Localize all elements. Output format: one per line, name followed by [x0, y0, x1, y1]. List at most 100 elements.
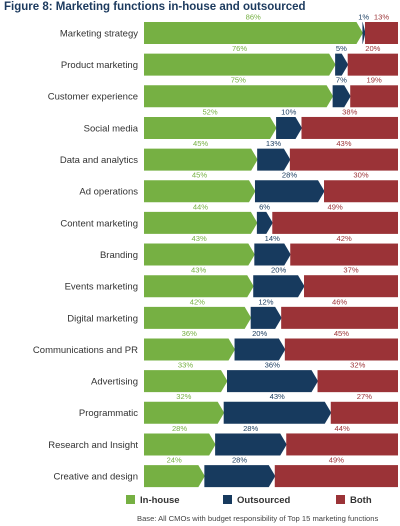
bar-both-data-and-analytics [289, 148, 398, 171]
bar-both-product-marketing [347, 53, 398, 76]
bar-both-ad-operations [324, 180, 398, 203]
bar-in-house-digital-marketing [144, 306, 252, 329]
bar-outsourced-ad-operations [254, 180, 325, 203]
chart-title: Figure 8: Marketing functions in-house a… [4, 1, 306, 13]
value-label-both-marketing-strategy: 13% [374, 12, 389, 21]
category-label-advertising: Advertising [91, 377, 138, 388]
bar-outsourced-advertising [226, 370, 319, 393]
legend-label-in-house: In-house [140, 495, 180, 506]
value-label-in-house-ad-operations: 45% [192, 171, 207, 180]
bar-in-house-creative-and-design [144, 465, 205, 488]
bar-in-house-advertising [144, 370, 228, 393]
value-label-outsourced-programmatic: 43% [270, 392, 285, 401]
bar-outsourced-creative-and-design [204, 465, 276, 488]
bar-in-house-marketing-strategy [144, 22, 363, 44]
value-label-both-communications-and-pr: 45% [334, 329, 349, 338]
value-label-both-programmatic: 27% [357, 392, 372, 401]
value-label-in-house-social-media: 52% [202, 107, 217, 116]
bar-outsourced-programmatic [223, 401, 332, 424]
bar-both-creative-and-design [274, 465, 398, 488]
value-label-both-content-marketing: 49% [328, 202, 343, 211]
value-label-outsourced-content-marketing: 6% [259, 202, 270, 211]
value-label-both-ad-operations: 30% [353, 171, 368, 180]
category-label-marketing-strategy: Marketing strategy [60, 28, 138, 39]
value-label-outsourced-digital-marketing: 12% [258, 297, 273, 306]
value-label-both-product-marketing: 20% [365, 44, 380, 53]
category-label-communications-and-pr: Communications and PR [33, 345, 138, 356]
bar-in-house-communications-and-pr [144, 338, 236, 361]
bar-in-house-research-and-insight [144, 433, 216, 456]
bar-outsourced-product-marketing [335, 53, 349, 76]
legend-label-both: Both [350, 495, 372, 506]
value-label-both-data-and-analytics: 43% [336, 139, 351, 148]
value-label-outsourced-ad-operations: 28% [282, 171, 297, 180]
value-label-both-events-marketing: 37% [343, 266, 358, 275]
category-label-social-media: Social media [84, 123, 139, 134]
value-label-outsourced-marketing-strategy: 1% [358, 12, 369, 21]
bar-in-house-events-marketing [144, 275, 254, 298]
category-label-digital-marketing: Digital marketing [67, 313, 138, 324]
bar-in-house-product-marketing [144, 53, 336, 76]
category-label-data-and-analytics: Data and analytics [60, 155, 138, 166]
bar-both-communications-and-pr [284, 338, 398, 361]
bar-outsourced-customer-experience [332, 85, 351, 108]
bar-both-branding [290, 243, 398, 266]
bar-both-social-media [301, 116, 398, 139]
value-label-in-house-communications-and-pr: 36% [182, 329, 197, 338]
category-label-customer-experience: Customer experience [48, 92, 138, 103]
value-label-in-house-events-marketing: 43% [191, 266, 206, 275]
bar-in-house-customer-experience [144, 85, 334, 108]
category-label-creative-and-design: Creative and design [54, 472, 139, 483]
category-label-events-marketing: Events marketing [65, 282, 138, 293]
value-label-in-house-creative-and-design: 24% [167, 456, 182, 465]
value-label-in-house-research-and-insight: 28% [172, 424, 187, 433]
value-label-outsourced-branding: 14% [265, 234, 280, 243]
bar-both-digital-marketing [281, 306, 398, 329]
category-label-programmatic: Programmatic [79, 408, 138, 419]
value-label-in-house-digital-marketing: 42% [190, 297, 205, 306]
value-label-in-house-branding: 43% [192, 234, 207, 243]
bar-outsourced-marketing-strategy [362, 22, 366, 44]
category-label-product-marketing: Product marketing [61, 60, 138, 71]
bar-both-programmatic [330, 401, 398, 424]
category-label-content-marketing: Content marketing [60, 218, 138, 229]
legend-swatch-in-house [126, 495, 135, 504]
bar-in-house-branding [144, 243, 255, 266]
bar-outsourced-content-marketing [256, 211, 273, 234]
legend-swatch-both [336, 495, 345, 504]
bar-outsourced-digital-marketing [250, 306, 282, 329]
value-label-outsourced-events-marketing: 20% [271, 266, 286, 275]
value-label-in-house-marketing-strategy: 86% [246, 12, 261, 21]
value-label-both-digital-marketing: 46% [332, 297, 347, 306]
value-label-outsourced-communications-and-pr: 20% [252, 329, 267, 338]
value-label-outsourced-advertising: 36% [265, 361, 280, 370]
bar-in-house-content-marketing [144, 211, 258, 234]
legend-swatch-outsourced [223, 495, 232, 504]
value-label-outsourced-product-marketing: 5% [336, 44, 347, 53]
bar-in-house-social-media [144, 116, 277, 139]
bar-outsourced-research-and-insight [215, 433, 287, 456]
value-label-outsourced-data-and-analytics: 13% [266, 139, 281, 148]
value-label-both-branding: 42% [337, 234, 352, 243]
bar-in-house-programmatic [144, 401, 225, 424]
value-label-outsourced-creative-and-design: 28% [232, 456, 247, 465]
value-label-in-house-content-marketing: 44% [193, 202, 208, 211]
bar-outsourced-events-marketing [253, 275, 305, 298]
value-label-both-creative-and-design: 49% [329, 456, 344, 465]
value-label-both-customer-experience: 19% [367, 76, 382, 85]
value-label-in-house-advertising: 33% [178, 361, 193, 370]
value-label-both-research-and-insight: 44% [335, 424, 350, 433]
value-label-outsourced-social-media: 10% [281, 107, 296, 116]
bar-both-content-marketing [272, 211, 398, 234]
bar-in-house-data-and-analytics [144, 148, 258, 171]
bar-both-marketing-strategy [364, 22, 398, 44]
value-label-in-house-programmatic: 32% [176, 392, 191, 401]
base-note: Base: All CMOs with budget responsibilit… [137, 514, 379, 523]
value-label-in-house-product-marketing: 76% [232, 44, 247, 53]
value-label-both-advertising: 32% [350, 361, 365, 370]
bar-both-customer-experience [350, 85, 398, 108]
bar-outsourced-branding [254, 243, 291, 266]
bar-outsourced-social-media [276, 116, 302, 139]
value-label-outsourced-research-and-insight: 28% [243, 424, 258, 433]
legend-label-outsourced: Outsourced [237, 495, 291, 506]
